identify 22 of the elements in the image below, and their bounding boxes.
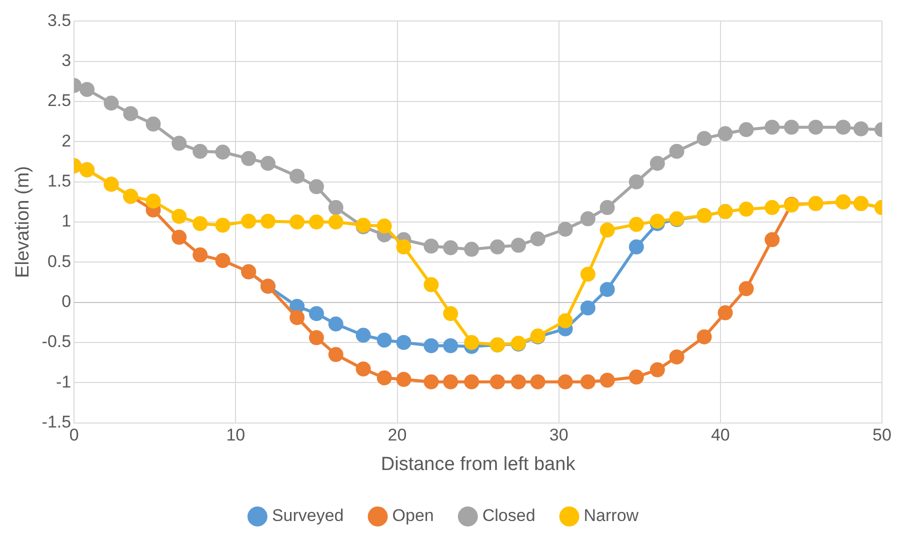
legend-label: Surveyed [272, 506, 344, 526]
y-tick-label: -1 [56, 372, 72, 392]
y-tick-label: -0.5 [42, 332, 72, 352]
y-tick-label: 3.5 [47, 10, 72, 30]
x-tick-label: 40 [710, 426, 730, 445]
y-tick-label: 3 [62, 51, 72, 70]
x-axis-title: Distance from left bank [380, 454, 576, 475]
y-tick-label: 0.5 [47, 252, 72, 271]
x-tick-label: 50 [872, 426, 892, 445]
x-tick-label: 10 [226, 426, 246, 445]
x-tick-label: 30 [549, 426, 568, 445]
legend-label: Narrow [584, 506, 640, 526]
y-axis-title: Elevation (m) [12, 166, 34, 278]
legend-label: Closed [482, 506, 536, 526]
legend-label: Open [392, 506, 434, 526]
x-tick-label: 20 [388, 426, 407, 445]
y-tick-label: 1 [62, 212, 72, 231]
y-tick-label: 2 [62, 131, 72, 150]
y-tick-label: -1.5 [42, 412, 72, 432]
y-tick-label: 1.5 [47, 172, 72, 191]
y-tick-label: 0 [62, 292, 72, 312]
y-tick-label: 2.5 [47, 91, 72, 110]
